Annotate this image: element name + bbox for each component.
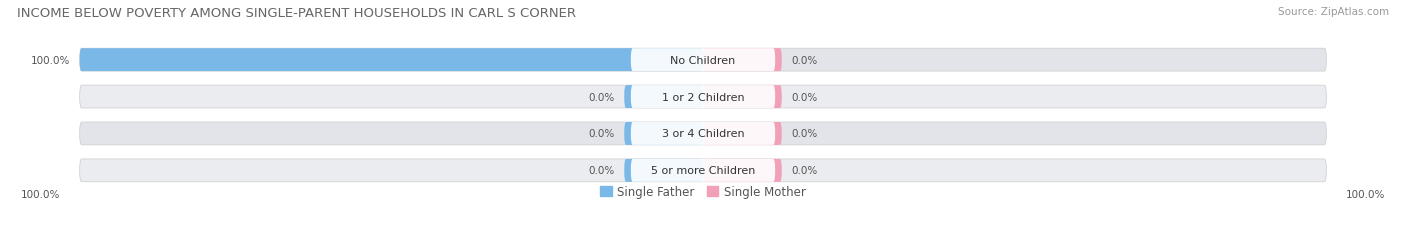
FancyBboxPatch shape bbox=[80, 86, 1326, 109]
Text: No Children: No Children bbox=[671, 55, 735, 65]
Text: 1 or 2 Children: 1 or 2 Children bbox=[662, 92, 744, 102]
Text: 3 or 4 Children: 3 or 4 Children bbox=[662, 129, 744, 139]
Text: 5 or more Children: 5 or more Children bbox=[651, 166, 755, 176]
FancyBboxPatch shape bbox=[703, 159, 782, 182]
FancyBboxPatch shape bbox=[624, 122, 703, 145]
Text: 100.0%: 100.0% bbox=[21, 189, 60, 200]
FancyBboxPatch shape bbox=[631, 49, 775, 72]
Text: 0.0%: 0.0% bbox=[792, 55, 818, 65]
Text: Source: ZipAtlas.com: Source: ZipAtlas.com bbox=[1278, 7, 1389, 17]
FancyBboxPatch shape bbox=[624, 86, 703, 109]
Text: 100.0%: 100.0% bbox=[1346, 189, 1385, 200]
FancyBboxPatch shape bbox=[631, 86, 775, 109]
Text: 0.0%: 0.0% bbox=[792, 92, 818, 102]
Text: 100.0%: 100.0% bbox=[31, 55, 70, 65]
FancyBboxPatch shape bbox=[80, 122, 1326, 145]
FancyBboxPatch shape bbox=[80, 49, 1326, 72]
Text: 0.0%: 0.0% bbox=[792, 166, 818, 176]
FancyBboxPatch shape bbox=[631, 122, 775, 145]
FancyBboxPatch shape bbox=[703, 86, 782, 109]
FancyBboxPatch shape bbox=[80, 159, 1326, 182]
Text: 0.0%: 0.0% bbox=[588, 129, 614, 139]
Legend: Single Father, Single Mother: Single Father, Single Mother bbox=[600, 186, 806, 199]
FancyBboxPatch shape bbox=[703, 122, 782, 145]
FancyBboxPatch shape bbox=[624, 159, 703, 182]
Text: INCOME BELOW POVERTY AMONG SINGLE-PARENT HOUSEHOLDS IN CARL S CORNER: INCOME BELOW POVERTY AMONG SINGLE-PARENT… bbox=[17, 7, 576, 20]
FancyBboxPatch shape bbox=[80, 49, 703, 72]
Text: 0.0%: 0.0% bbox=[588, 166, 614, 176]
Text: 0.0%: 0.0% bbox=[588, 92, 614, 102]
FancyBboxPatch shape bbox=[703, 49, 782, 72]
FancyBboxPatch shape bbox=[631, 159, 775, 182]
Text: 0.0%: 0.0% bbox=[792, 129, 818, 139]
